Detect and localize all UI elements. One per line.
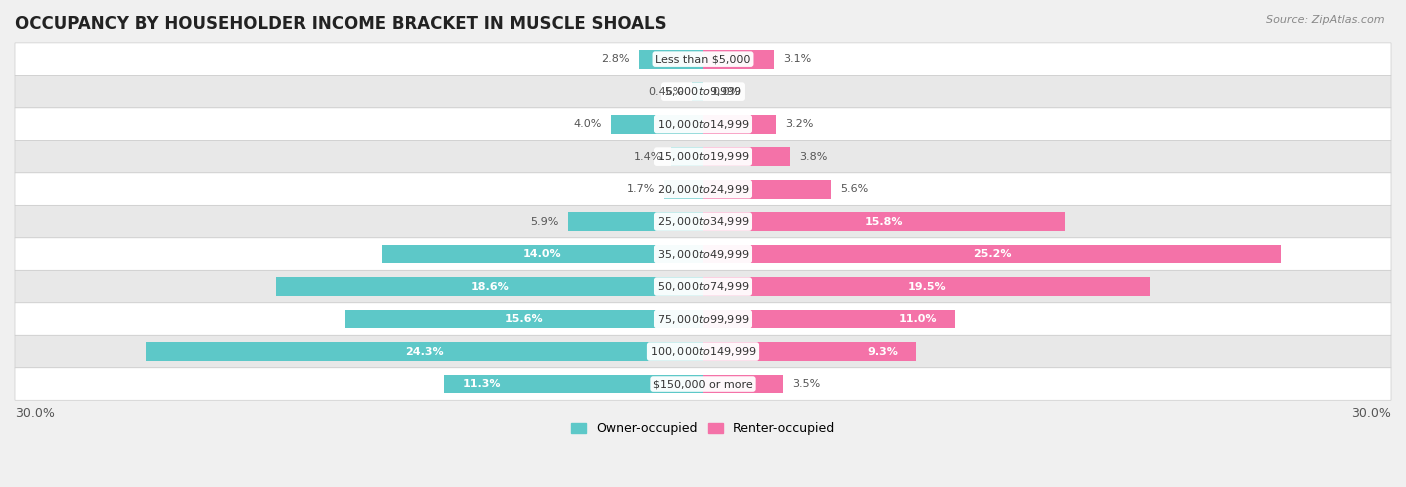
Bar xyxy=(692,82,703,101)
Text: 15.6%: 15.6% xyxy=(505,314,544,324)
FancyBboxPatch shape xyxy=(15,336,1391,368)
Text: 30.0%: 30.0% xyxy=(1351,408,1391,420)
Bar xyxy=(664,180,703,199)
Text: 3.1%: 3.1% xyxy=(783,54,811,64)
FancyBboxPatch shape xyxy=(15,108,1391,140)
Text: 0.46%: 0.46% xyxy=(648,87,683,96)
FancyBboxPatch shape xyxy=(15,270,1391,303)
Text: 3.8%: 3.8% xyxy=(800,151,828,162)
Text: 3.5%: 3.5% xyxy=(793,379,821,389)
Bar xyxy=(703,244,1281,263)
Text: $150,000 or more: $150,000 or more xyxy=(654,379,752,389)
Bar xyxy=(568,212,703,231)
Bar xyxy=(277,277,703,296)
Text: $15,000 to $19,999: $15,000 to $19,999 xyxy=(657,150,749,163)
FancyBboxPatch shape xyxy=(15,238,1391,270)
Bar xyxy=(703,147,790,166)
Text: 5.6%: 5.6% xyxy=(841,184,869,194)
Bar xyxy=(671,147,703,166)
Text: $35,000 to $49,999: $35,000 to $49,999 xyxy=(657,247,749,261)
Text: $10,000 to $14,999: $10,000 to $14,999 xyxy=(657,118,749,131)
Bar xyxy=(346,310,703,328)
Text: 3.2%: 3.2% xyxy=(786,119,814,129)
Bar xyxy=(703,375,783,393)
Text: 25.2%: 25.2% xyxy=(973,249,1011,259)
Text: 9.3%: 9.3% xyxy=(868,347,898,356)
FancyBboxPatch shape xyxy=(15,206,1391,238)
FancyBboxPatch shape xyxy=(15,140,1391,173)
Bar xyxy=(638,50,703,69)
Text: 24.3%: 24.3% xyxy=(405,347,444,356)
Bar xyxy=(703,50,775,69)
FancyBboxPatch shape xyxy=(15,173,1391,206)
Bar xyxy=(703,342,917,361)
Text: 1.4%: 1.4% xyxy=(633,151,662,162)
Text: 18.6%: 18.6% xyxy=(471,281,509,292)
FancyBboxPatch shape xyxy=(15,303,1391,336)
Text: $75,000 to $99,999: $75,000 to $99,999 xyxy=(657,313,749,325)
Text: 15.8%: 15.8% xyxy=(865,217,904,226)
Text: 0.0%: 0.0% xyxy=(713,87,741,96)
Text: 19.5%: 19.5% xyxy=(907,281,946,292)
Legend: Owner-occupied, Renter-occupied: Owner-occupied, Renter-occupied xyxy=(567,417,839,441)
Text: $20,000 to $24,999: $20,000 to $24,999 xyxy=(657,183,749,196)
Bar xyxy=(612,115,703,133)
Text: 5.9%: 5.9% xyxy=(530,217,558,226)
Text: 11.3%: 11.3% xyxy=(463,379,501,389)
Text: 4.0%: 4.0% xyxy=(574,119,602,129)
Bar xyxy=(382,244,703,263)
Bar xyxy=(703,310,955,328)
Bar xyxy=(703,277,1150,296)
FancyBboxPatch shape xyxy=(15,43,1391,75)
FancyBboxPatch shape xyxy=(15,75,1391,108)
Text: $100,000 to $149,999: $100,000 to $149,999 xyxy=(650,345,756,358)
Text: Less than $5,000: Less than $5,000 xyxy=(655,54,751,64)
FancyBboxPatch shape xyxy=(15,368,1391,400)
Bar xyxy=(146,342,703,361)
Text: 1.7%: 1.7% xyxy=(627,184,655,194)
Text: $5,000 to $9,999: $5,000 to $9,999 xyxy=(664,85,742,98)
Text: 14.0%: 14.0% xyxy=(523,249,562,259)
Bar xyxy=(444,375,703,393)
Bar xyxy=(703,212,1066,231)
Text: Source: ZipAtlas.com: Source: ZipAtlas.com xyxy=(1267,15,1385,25)
Text: 2.8%: 2.8% xyxy=(602,54,630,64)
Text: 30.0%: 30.0% xyxy=(15,408,55,420)
Text: OCCUPANCY BY HOUSEHOLDER INCOME BRACKET IN MUSCLE SHOALS: OCCUPANCY BY HOUSEHOLDER INCOME BRACKET … xyxy=(15,15,666,33)
Bar xyxy=(703,115,776,133)
Text: 11.0%: 11.0% xyxy=(898,314,936,324)
Text: $25,000 to $34,999: $25,000 to $34,999 xyxy=(657,215,749,228)
Text: $50,000 to $74,999: $50,000 to $74,999 xyxy=(657,280,749,293)
Bar xyxy=(703,180,831,199)
